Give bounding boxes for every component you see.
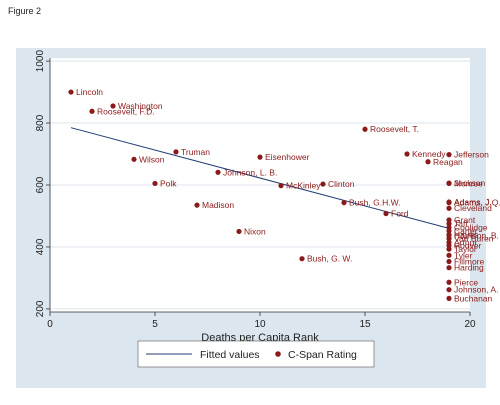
point-label: Nixon [244,226,266,236]
data-point [131,156,137,162]
point-label: Grant [454,215,476,225]
point-label: Clinton [328,179,355,189]
point-label: Tyler [454,250,473,260]
x-tick-label: 15 [359,319,371,330]
data-point [425,159,431,165]
data-point [257,154,263,160]
point-label: Hayes [454,230,478,240]
point-label: Bush, G. W. [307,254,352,264]
x-tick-label: 10 [254,319,266,330]
data-point [446,265,452,271]
data-point [383,210,389,217]
point-label: Madison [202,200,234,210]
point-label: Hoover [454,240,482,250]
point-label: Lincoln [76,87,103,97]
point-label: Harding [454,263,484,273]
point-label: Van Buren [454,234,494,244]
point-label: Pierce [454,277,478,287]
data-point [446,205,452,211]
x-tick-label: 20 [464,319,476,330]
data-point [278,183,284,189]
data-point [446,287,452,293]
point-label: Adams, J.Q. [454,198,500,208]
point-label: Buchanan [454,293,493,303]
data-point [446,152,452,158]
data-point [320,181,326,187]
data-point [299,256,305,262]
point-label: Taylor [454,244,477,254]
y-tick-label: 400 [35,238,46,255]
point-label: Wilson [139,154,165,164]
point-label: Kennedy [412,149,446,159]
point-label: Arthur [454,237,477,247]
data-point [446,295,452,301]
point-label: Truman [181,147,210,157]
point-label: Jackson [454,178,485,188]
data-point [236,228,242,235]
data-point [173,149,179,155]
point-label: Ford [391,208,409,218]
point-label: Monroe [454,178,483,188]
point-label: McKinley [286,181,321,191]
point-label: Adams, J. [454,197,492,207]
data-point [362,126,368,132]
data-point [341,200,347,206]
point-label: Coolidge [454,222,488,232]
point-label: Bush, G.H.W. [349,198,401,208]
y-tick-label: 800 [35,114,46,131]
point-label: Carter [454,226,478,236]
y-tick-label: 600 [35,176,46,193]
point-label: Cleveland [454,203,492,213]
data-point [68,89,74,95]
x-tick-label: 0 [47,319,53,330]
data-point [89,108,95,114]
point-label: Taft [454,219,468,229]
point-label: Polk [160,178,177,188]
data-point [446,279,452,285]
point-label: Harrison, B. [454,230,499,240]
legend-dot-symbol [275,351,281,357]
figure-label: Figure 2 [8,6,42,16]
data-point [446,258,452,265]
point-label: Washington [118,101,163,111]
legend-label: Fitted values [200,349,260,361]
point-label: Jefferson [454,150,489,160]
point-label: Johnson, L. B. [223,167,277,177]
data-point [446,242,452,249]
point-label: Roosevelt, T. [370,124,419,134]
data-point [446,221,452,227]
point-label: Johnson, A. [454,285,498,295]
data-point [446,246,452,252]
y-tick-label: 200 [35,300,46,317]
legend-label: C-Span Rating [288,349,357,361]
data-point [446,235,452,242]
point-label: Roosevelt, F.D. [97,106,155,116]
data-point [446,252,452,258]
point-label: Fillmore [454,257,484,267]
data-point [110,103,116,109]
data-point [446,200,452,206]
point-label: Reagan [433,157,463,167]
x-tick-label: 5 [152,319,158,330]
point-label: Eisenhower [265,152,310,162]
data-point [446,217,452,223]
data-point [446,228,452,234]
data-point [446,180,452,187]
data-point [194,202,200,208]
data-point [404,151,410,157]
data-point [152,180,158,187]
data-point [215,169,221,175]
y-tick-label: 1000 [35,50,46,73]
